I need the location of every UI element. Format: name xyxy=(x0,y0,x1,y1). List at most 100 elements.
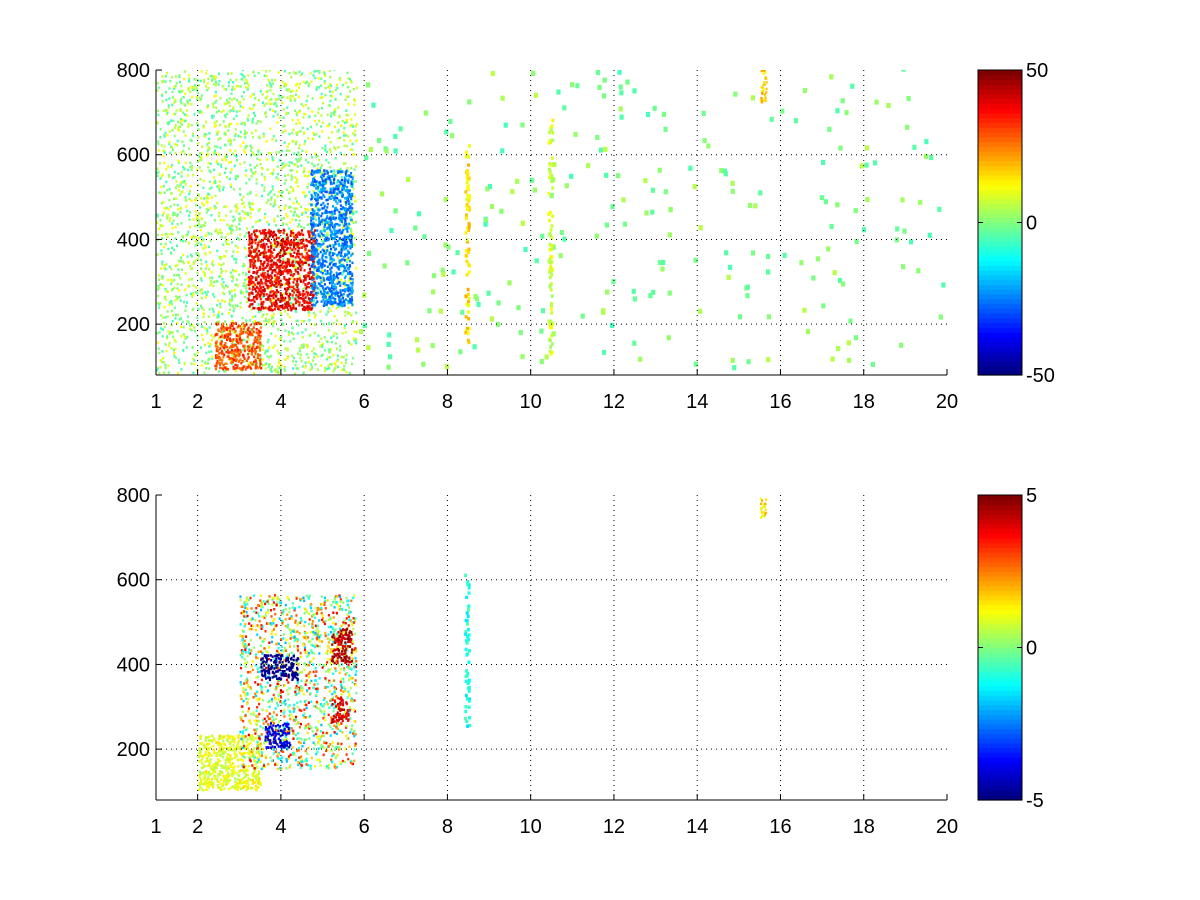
heatmap-cell xyxy=(273,368,276,372)
heatmap-cell xyxy=(343,153,346,157)
heatmap-cell xyxy=(329,179,332,182)
heatmap-cell xyxy=(269,354,272,358)
heatmap-cell xyxy=(256,338,259,342)
heatmap-cell xyxy=(283,251,286,254)
heatmap-cell xyxy=(229,292,232,295)
heatmap-cell xyxy=(349,244,352,248)
heatmap-cell xyxy=(346,85,349,89)
heatmap-cell xyxy=(304,364,307,368)
heatmap-cell xyxy=(294,242,297,246)
heatmap-cell xyxy=(346,258,349,261)
heatmap-cell xyxy=(252,263,255,267)
heatmap-cell xyxy=(353,103,356,106)
heatmap-cell xyxy=(254,250,257,253)
heatmap-cell xyxy=(297,130,300,134)
heatmap-cell xyxy=(160,314,163,317)
heatmap-cell xyxy=(208,137,211,141)
heatmap-cell xyxy=(175,197,178,200)
heatmap-cell xyxy=(323,249,326,253)
heatmap-cell xyxy=(440,267,445,273)
heatmap-cell xyxy=(255,331,258,334)
heatmap-cell xyxy=(173,278,176,282)
heatmap-cell xyxy=(188,214,191,217)
heatmap-cell xyxy=(318,71,321,74)
heatmap-cell xyxy=(228,97,231,100)
heatmap-cell xyxy=(329,99,332,103)
heatmap-cell xyxy=(321,207,324,210)
heatmap-cell xyxy=(611,279,616,285)
heatmap-cell xyxy=(210,196,213,199)
heatmap-cell xyxy=(284,129,287,132)
heatmap-cell xyxy=(247,356,250,359)
heatmap-cell xyxy=(265,243,268,246)
heatmap-cell xyxy=(304,207,307,211)
heatmap-cell xyxy=(238,219,241,222)
heatmap-cell xyxy=(332,245,335,249)
heatmap-cell xyxy=(924,139,929,145)
heatmap-cell xyxy=(242,360,245,363)
heatmap-cell xyxy=(200,97,203,100)
heatmap-cell xyxy=(384,148,389,154)
heatmap-cell xyxy=(270,306,273,309)
heatmap-cell xyxy=(249,319,252,322)
heatmap-cell xyxy=(166,109,169,112)
heatmap-cell xyxy=(209,162,212,165)
heatmap-cell xyxy=(284,358,287,361)
heatmap-cell xyxy=(184,288,187,291)
heatmap-cell xyxy=(201,325,204,328)
heatmap-cell xyxy=(339,207,342,211)
heatmap-cell xyxy=(315,301,318,305)
heatmap-cell xyxy=(304,248,307,251)
heatmap-cell xyxy=(265,115,268,118)
heatmap-cell xyxy=(202,179,205,183)
heatmap-cell xyxy=(260,366,263,370)
heatmap-cell xyxy=(343,182,346,186)
heatmap-cell xyxy=(295,213,298,217)
heatmap-cell xyxy=(231,351,234,354)
heatmap-cell xyxy=(219,274,222,278)
heatmap-cell xyxy=(328,297,331,301)
heatmap-cell xyxy=(231,359,234,363)
heatmap-cell xyxy=(265,201,268,205)
heatmap-cell xyxy=(350,230,353,233)
heatmap-cell xyxy=(171,309,174,313)
heatmap-cell xyxy=(311,251,314,254)
heatmap-cell xyxy=(225,176,228,179)
heatmap-cell xyxy=(290,230,293,233)
heatmap-cell xyxy=(252,70,255,74)
heatmap-cell xyxy=(243,264,246,267)
heatmap-cell xyxy=(243,75,246,79)
heatmap-cell xyxy=(268,285,271,288)
heatmap-cell xyxy=(339,78,342,82)
heatmap-cell xyxy=(347,77,350,80)
heatmap-cell xyxy=(698,308,703,314)
heatmap-cell xyxy=(183,335,186,339)
heatmap-cell xyxy=(769,116,774,122)
heatmap-cell xyxy=(233,138,236,141)
heatmap-cell xyxy=(202,308,205,312)
heatmap-cell xyxy=(830,356,835,362)
heatmap-cell xyxy=(212,264,215,267)
heatmap-cell xyxy=(905,124,910,130)
heatmap-cell xyxy=(271,155,274,159)
heatmap-cell xyxy=(179,125,182,129)
heatmap-cell xyxy=(276,195,279,198)
heatmap-cell xyxy=(171,302,174,306)
heatmap-cell xyxy=(902,228,907,234)
heatmap-cell xyxy=(228,161,231,164)
heatmap-cell xyxy=(194,224,197,228)
heatmap-cell xyxy=(158,371,161,375)
heatmap-cell xyxy=(257,281,260,284)
heatmap-cell xyxy=(301,294,304,297)
heatmap-cell xyxy=(316,247,319,250)
heatmap-cell xyxy=(330,115,333,118)
heatmap-cell xyxy=(336,229,339,233)
heatmap-cell xyxy=(231,274,234,278)
heatmap-cell xyxy=(345,269,348,272)
heatmap-cell xyxy=(333,237,336,240)
heatmap-cell xyxy=(247,326,250,330)
heatmap-cell xyxy=(350,206,353,210)
heatmap-cell xyxy=(343,134,346,137)
heatmap-cell xyxy=(331,284,334,287)
heatmap-cell xyxy=(195,86,198,89)
